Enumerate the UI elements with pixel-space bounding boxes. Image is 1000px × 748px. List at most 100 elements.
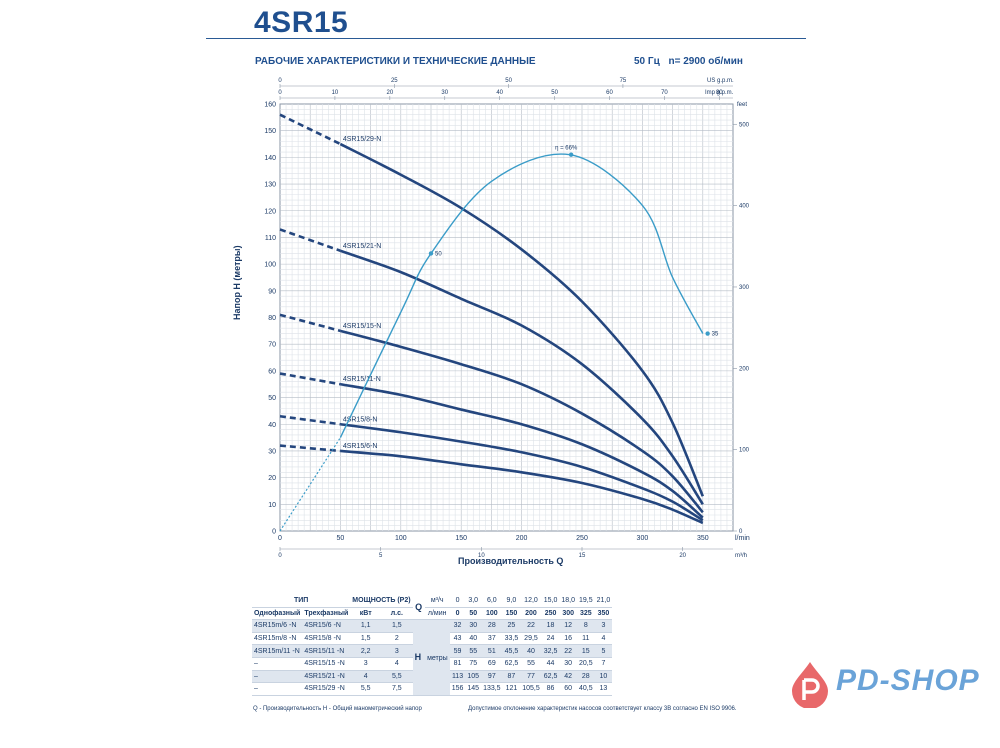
operating-conditions: 50 Гц n= 2900 об/мин (628, 56, 743, 67)
head-value: 77 (520, 670, 542, 684)
head-value: 22 (520, 619, 542, 633)
three-phase-model: 4SR15/29 -N (302, 682, 351, 696)
frequency-label: 50 Гц (634, 56, 660, 67)
head-value: 105,5 (520, 682, 542, 696)
x-tick-label: 350 (697, 535, 709, 542)
spec-table: ТИП МОЩНОСТЬ (P2) Q м³/ч 0 3,0 6,0 9,0 1… (252, 595, 613, 696)
usgpm-tick-label: 0 (278, 78, 282, 84)
q-m3h-cell: 3,0 (465, 595, 482, 608)
head-value: 29,5 (520, 632, 542, 646)
power-kw: 1,1 (350, 619, 382, 633)
q-m3h-cell: 15,0 (541, 595, 560, 608)
y-tick-label: 20 (268, 475, 276, 482)
head-value: 42 (559, 670, 577, 684)
head-value: 12 (559, 619, 577, 633)
usgpm-tick-label: 50 (505, 78, 512, 84)
impgpm-unit-label: Imp g.p.m. (705, 90, 734, 96)
table-row: 4SR15m/11 -N 4SR15/11 -N 2,2 3 59 55 51 45,5 40 3… (252, 644, 613, 658)
head-value: 55 (520, 657, 542, 671)
curve-dashed-segment (279, 313, 341, 333)
single-phase-model: 4SR15m/11 -N (252, 644, 303, 658)
efficiency-point (705, 331, 710, 336)
curve-label: 4SR15/6-N (343, 443, 378, 450)
curve-dashed-segment (279, 228, 341, 253)
single-phase-model: – (252, 670, 303, 684)
y-tick-label: 60 (268, 368, 276, 375)
three-phase-model: 4SR15/15 -N (302, 657, 351, 671)
pump-curve (340, 449, 704, 525)
head-value: 28 (481, 619, 503, 633)
q-m3h-cell: 0 (449, 595, 466, 608)
curve-label: 4SR15/21-N (343, 243, 382, 250)
impgpm-tick-label: 30 (441, 90, 448, 96)
head-value: 13 (594, 682, 613, 696)
performance-chart: 0102030405060708090100110120130140150160… (264, 78, 750, 559)
head-value: 121 (502, 682, 521, 696)
feet-tick-label: 400 (739, 204, 750, 210)
table-row: –4SR15/15 -N 3 4 81 75 69 62,5 55 44 30 20,5 7 (252, 657, 613, 671)
x-tick-label: 200 (516, 535, 528, 542)
efficiency-point (568, 152, 574, 157)
table-row: –4SR15/29 -N 5,5 7,5 156 145 133,5 121 105,5 86 6… (252, 682, 613, 696)
q-lmin-cell: 250 (541, 607, 560, 621)
feet-tick-label: 0 (739, 529, 743, 535)
curve-dashed-segment (279, 113, 341, 146)
y-axis-label: Напор H (метры) (232, 245, 242, 320)
head-value: 33,5 (502, 632, 521, 646)
x-tick-label: 0 (278, 535, 282, 542)
feet-tick-label: 200 (739, 366, 750, 372)
y-tick-label: 30 (268, 448, 276, 455)
head-value: 156 (449, 682, 466, 696)
kw-header: кВт (350, 607, 382, 621)
page-title: 4SR15 (254, 6, 349, 39)
power-hp: 2 (381, 632, 413, 646)
q-m3h-cell: 18,0 (559, 595, 577, 608)
q-lmin-cell: 100 (481, 607, 503, 621)
head-value: 25 (502, 619, 521, 633)
head-value: 15 (577, 644, 595, 658)
power-kw: 5,5 (350, 682, 382, 696)
feet-tick-label: 300 (739, 285, 750, 291)
hp-header: л.с. (381, 607, 413, 621)
h-unit: метры (427, 655, 448, 663)
head-value: 75 (465, 657, 482, 671)
pump-curve (340, 382, 704, 519)
y-tick-label: 150 (264, 128, 276, 135)
power-kw: 1,5 (350, 632, 382, 646)
single-phase-header: Однофазный (252, 607, 303, 621)
q-unit-lmin: л/мин (424, 607, 450, 621)
head-value: 37 (481, 632, 503, 646)
efficiency-point (428, 251, 434, 256)
head-value: 59 (449, 644, 466, 658)
m3h-tick-label: 5 (379, 553, 383, 559)
head-value: 43 (449, 632, 466, 646)
pump-curve (339, 142, 705, 497)
speed-label: n= 2900 об/мин (668, 56, 743, 67)
feet-tick-label: 500 (739, 122, 750, 128)
q-lmin-cell: 50 (465, 607, 482, 621)
q-lmin-cell: 200 (520, 607, 542, 621)
head-value: 24 (541, 632, 560, 646)
head-value: 97 (481, 670, 503, 684)
droplet-icon (792, 662, 828, 708)
efficiency-label: η = 66% (555, 146, 578, 152)
y-tick-label: 90 (268, 288, 276, 295)
footer-legend: Q - Производительность H - Общий маномет… (253, 706, 422, 712)
single-phase-model: – (252, 657, 303, 671)
head-value: 40 (520, 644, 542, 658)
table-subheader-row: Однофазный Трехфазный кВт л.с. л/мин 0 5… (252, 607, 613, 621)
power-kw: 2,2 (350, 644, 382, 658)
power-hp: 3 (381, 644, 413, 658)
y-tick-label: 40 (268, 422, 276, 429)
q-m3h-cell: 9,0 (502, 595, 521, 608)
q-lmin-cell: 300 (559, 607, 577, 621)
curve-label: 4SR15/29-N (343, 136, 382, 143)
logo-text: PD-SHOP (836, 664, 980, 697)
usgpm-tick-label: 25 (391, 78, 398, 84)
three-phase-model: 4SR15/11 -N (302, 644, 351, 658)
x-tick-label: 150 (455, 535, 467, 542)
head-value: 7 (594, 657, 613, 671)
head-value: 5 (594, 644, 613, 658)
y-tick-label: 130 (264, 182, 276, 189)
head-value: 40 (465, 632, 482, 646)
